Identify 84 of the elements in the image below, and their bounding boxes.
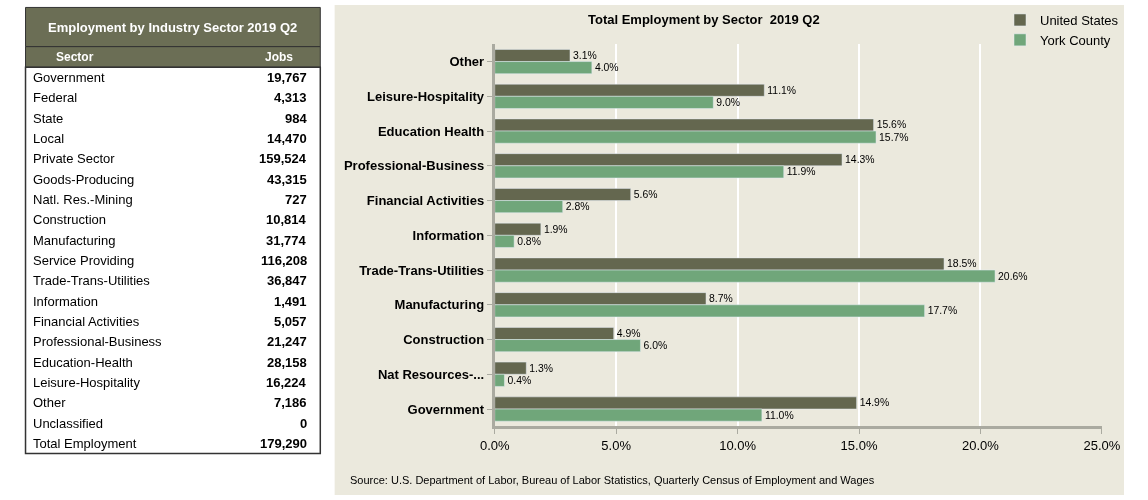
category-label: Service Providing bbox=[33, 253, 135, 268]
category-label: Construction bbox=[33, 212, 106, 227]
y-tick-label: Construction bbox=[403, 332, 485, 348]
y-tick-label: Education Health bbox=[377, 123, 485, 139]
text: 31,774 bbox=[266, 233, 306, 248]
category-label: Financial Activities bbox=[33, 314, 140, 329]
category-label: Goods-Producing bbox=[33, 172, 135, 187]
data-label: 15.7% bbox=[879, 131, 909, 143]
category-label: Education-Health bbox=[33, 355, 133, 370]
data-label: 15.6% bbox=[876, 119, 907, 131]
category-label: Information bbox=[33, 294, 99, 309]
chart-title: Total Employment by Sector 2019 Q2 bbox=[588, 12, 820, 27]
text: Employment by Industry Sector 2019 Q2 bbox=[48, 20, 298, 35]
y-tick-label: Professional-Business bbox=[343, 158, 485, 174]
text: 179,290 bbox=[260, 436, 307, 451]
category-label: State bbox=[33, 111, 64, 126]
text: 984 bbox=[285, 111, 307, 126]
data-label: 1.3% bbox=[529, 362, 554, 374]
y-tick-label: Nat Resources-... bbox=[377, 366, 485, 382]
category-label: Other bbox=[33, 395, 67, 410]
legend-label: United States bbox=[1040, 13, 1119, 29]
y-tick-label: Financial Activities bbox=[366, 193, 485, 209]
data-label: 11.1% bbox=[767, 84, 797, 96]
x-tick-label: 0.0% bbox=[479, 438, 510, 453]
category-label: Federal bbox=[33, 90, 78, 105]
data-label: 8.7% bbox=[709, 293, 733, 305]
x-tick-label: 20.0% bbox=[962, 438, 1000, 453]
data-label: 0.8% bbox=[517, 235, 541, 247]
data-label: 14.9% bbox=[859, 397, 890, 409]
data-label: 6.0% bbox=[643, 340, 668, 352]
y-tick-label: Other bbox=[449, 54, 485, 70]
data-label: 18.5% bbox=[947, 258, 977, 270]
category-label: Manufacturing bbox=[33, 233, 116, 248]
category-label: Total Employment bbox=[33, 436, 137, 451]
x-tick-label: 15.0% bbox=[840, 438, 878, 453]
data-label: 11.9% bbox=[786, 166, 816, 178]
y-tick-label: Government bbox=[407, 401, 485, 417]
text: 10,814 bbox=[266, 212, 306, 227]
category-label: Unclassified bbox=[33, 416, 104, 431]
data-label: 9.0% bbox=[716, 96, 741, 108]
text: 1,491 bbox=[274, 294, 307, 309]
text: 19,767 bbox=[267, 70, 307, 85]
data-label: 4.0% bbox=[594, 62, 619, 74]
text: 159,524 bbox=[259, 151, 306, 166]
category-label: Natl. Res.-Mining bbox=[33, 192, 133, 207]
category-label: Local bbox=[33, 131, 65, 146]
text: 36,847 bbox=[267, 273, 307, 288]
category-label: Professional-Business bbox=[33, 334, 163, 349]
data-label: 17.7% bbox=[927, 305, 958, 317]
data-label: 0.4% bbox=[507, 374, 532, 386]
text: 0 bbox=[300, 416, 308, 431]
data-label: 5.6% bbox=[633, 188, 658, 200]
data-label: 11.0% bbox=[764, 409, 794, 421]
x-tick-label: 5.0% bbox=[601, 438, 632, 453]
text: 14,470 bbox=[267, 131, 307, 146]
text: 116,208 bbox=[261, 253, 308, 268]
category-label: Trade-Trans-Utilities bbox=[33, 273, 151, 288]
category-label: Government bbox=[33, 70, 105, 85]
data-label: 14.3% bbox=[845, 154, 875, 166]
y-tick-label: Leisure-Hospitality bbox=[367, 88, 485, 104]
data-label: 4.9% bbox=[616, 327, 641, 339]
text: 7,186 bbox=[274, 395, 307, 410]
text: Sector bbox=[56, 50, 94, 64]
y-tick-label: Trade-Trans-Utilities bbox=[359, 262, 485, 278]
text: 21,247 bbox=[267, 334, 307, 349]
x-tick-label: 25.0% bbox=[1083, 438, 1121, 453]
source-note: Source: U.S. Department of Labor, Bureau of Labor Statistics, Quarterly Census of Employment and Wages bbox=[350, 474, 875, 486]
data-label: 20.6% bbox=[998, 270, 1028, 282]
data-label: 1.9% bbox=[543, 223, 568, 235]
text: 43,315 bbox=[267, 172, 307, 187]
category-label: Private Sector bbox=[33, 151, 116, 166]
data-label: 2.8% bbox=[565, 201, 590, 213]
data-label: 3.1% bbox=[573, 49, 597, 61]
y-tick-label: Manufacturing bbox=[394, 297, 485, 313]
text: 727 bbox=[285, 192, 307, 207]
text: 5,057 bbox=[274, 314, 307, 329]
y-tick-label: Information bbox=[412, 227, 485, 243]
legend-label: York County bbox=[1040, 32, 1111, 48]
category-label: Leisure-Hospitality bbox=[33, 375, 141, 390]
x-tick-label: 10.0% bbox=[719, 438, 757, 453]
text: 28,158 bbox=[267, 355, 307, 370]
text: 4,313 bbox=[274, 90, 307, 105]
text: 16,224 bbox=[266, 375, 306, 390]
text: Jobs bbox=[265, 50, 294, 64]
